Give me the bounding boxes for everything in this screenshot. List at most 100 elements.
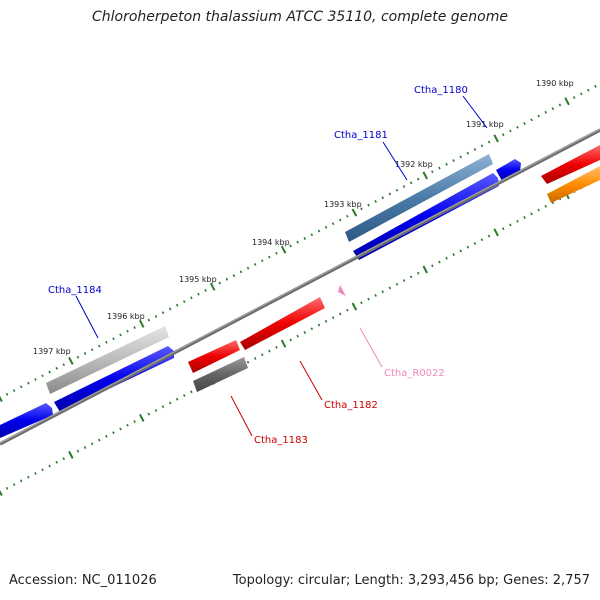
gene-ctha-1184[interactable] <box>46 326 169 394</box>
inner-minor-tick <box>62 457 66 461</box>
inner-minor-tick <box>480 238 484 242</box>
leader-ctha-1180 <box>462 95 488 129</box>
gene-forward-cds-2[interactable] <box>54 346 174 412</box>
outer-minor-tick <box>374 199 377 203</box>
inner-minor-tick <box>523 216 526 219</box>
inner-minor-tick <box>331 316 335 320</box>
label-leaders <box>75 95 488 437</box>
outer-minor-tick <box>572 96 576 99</box>
outer-minor-tick <box>218 281 222 285</box>
inner-minor-tick <box>5 486 9 490</box>
inner-major-tick <box>139 413 145 422</box>
outer-minor-tick <box>402 185 406 188</box>
gene-reverse-cds-2[interactable] <box>547 166 600 203</box>
outer-minor-tick <box>551 107 555 111</box>
inner-minor-tick <box>338 312 342 316</box>
outer-minor-tick <box>268 255 271 259</box>
kbp-label-1394: 1394 kbp <box>252 238 290 247</box>
inner-minor-tick <box>133 420 136 423</box>
outer-minor-tick <box>275 251 278 255</box>
outer-minor-tick <box>55 366 58 370</box>
outer-minor-tick <box>395 188 399 192</box>
outer-minor-tick <box>239 270 243 274</box>
gene-label-ctha-1183[interactable]: Ctha_1183 <box>254 435 308 446</box>
outer-major-tick <box>209 282 216 291</box>
outer-minor-tick <box>62 363 66 367</box>
gene-label-ctha-1181[interactable]: Ctha_1181 <box>334 130 388 141</box>
inner-minor-tick <box>260 353 264 357</box>
outer-minor-tick <box>182 300 186 303</box>
rna-ctha-r0022[interactable] <box>338 285 346 296</box>
inner-minor-tick <box>431 264 434 268</box>
outer-minor-tick <box>452 159 455 163</box>
gene-ctha-1181[interactable] <box>345 154 493 242</box>
outer-minor-tick <box>168 307 172 311</box>
outer-minor-tick <box>480 144 484 148</box>
outer-minor-tick <box>516 125 519 129</box>
inner-minor-tick <box>516 219 519 223</box>
inner-minor-tick <box>12 483 16 486</box>
gene-forward-cds-3[interactable] <box>0 403 53 438</box>
gene-label-ctha-1182[interactable]: Ctha_1182 <box>324 400 378 411</box>
outer-minor-tick <box>197 292 200 296</box>
outer-minor-tick <box>27 381 30 385</box>
inner-minor-tick <box>388 286 392 290</box>
inner-minor-tick <box>268 349 271 353</box>
outer-minor-tick <box>5 392 9 396</box>
outer-minor-tick <box>97 344 101 348</box>
inner-minor-tick <box>147 412 151 416</box>
inner-major-tick <box>68 450 74 459</box>
outer-minor-tick <box>360 207 363 211</box>
gene-label-ctha-r0022[interactable]: Ctha_R0022 <box>384 368 445 379</box>
outer-minor-tick <box>537 114 540 118</box>
gene-labels: Ctha_1180 Ctha_1181 Ctha_1184 Ctha_R0022… <box>48 85 468 446</box>
outer-major-tick <box>422 171 428 180</box>
outer-minor-tick <box>296 240 300 244</box>
inner-minor-tick <box>303 331 307 334</box>
outer-minor-tick <box>303 237 307 240</box>
outer-minor-tick <box>544 110 548 114</box>
outer-minor-tick <box>119 333 122 337</box>
kbp-label-1395: 1395 kbp <box>179 275 217 284</box>
inner-minor-tick <box>487 234 491 238</box>
inner-major-tick <box>280 339 287 348</box>
outer-minor-tick <box>501 133 505 137</box>
outer-minor-tick <box>246 266 250 270</box>
inner-minor-tick <box>161 405 165 409</box>
outer-minor-tick <box>175 303 179 307</box>
outer-minor-tick <box>416 177 420 181</box>
kbp-label-1392: 1392 kbp <box>395 160 433 169</box>
outer-minor-tick <box>105 340 108 344</box>
inner-minor-tick <box>544 204 548 208</box>
outer-minor-tick <box>161 311 165 315</box>
gene-ctha-1183[interactable] <box>193 357 248 392</box>
outer-minor-tick <box>579 92 583 96</box>
reverse-strand-features <box>188 145 600 392</box>
inner-minor-tick <box>501 227 505 231</box>
gene-reverse-cds-1[interactable] <box>541 145 600 184</box>
outer-minor-tick <box>523 122 526 125</box>
inner-minor-tick <box>55 460 58 464</box>
inner-major-tick <box>0 489 3 496</box>
inner-minor-tick <box>19 479 23 483</box>
outer-minor-tick <box>445 162 448 166</box>
gene-label-ctha-1184[interactable]: Ctha_1184 <box>48 285 102 296</box>
outer-major-tick <box>139 319 145 328</box>
gene-ctha-1182[interactable] <box>240 297 325 350</box>
outer-minor-tick <box>346 214 349 218</box>
inner-minor-tick <box>275 345 278 349</box>
outer-minor-tick <box>76 355 80 359</box>
inner-major-tick <box>422 265 428 274</box>
inner-minor-tick <box>253 357 257 360</box>
outer-minor-tick <box>260 259 264 263</box>
outer-minor-tick <box>232 274 236 278</box>
genome-backbone-highlight <box>0 128 600 444</box>
genome-summary-text: Topology: circular; Length: 3,293,456 bp… <box>232 573 590 588</box>
outer-major-tick <box>564 97 570 106</box>
gene-reverse-cds-3[interactable] <box>188 340 240 373</box>
kbp-label-1396: 1396 kbp <box>107 312 145 321</box>
gene-label-ctha-1180[interactable]: Ctha_1180 <box>414 85 468 96</box>
forward-strand-features <box>0 154 521 438</box>
gene-ctha-1180[interactable] <box>496 159 521 181</box>
outer-minor-tick <box>367 203 370 207</box>
